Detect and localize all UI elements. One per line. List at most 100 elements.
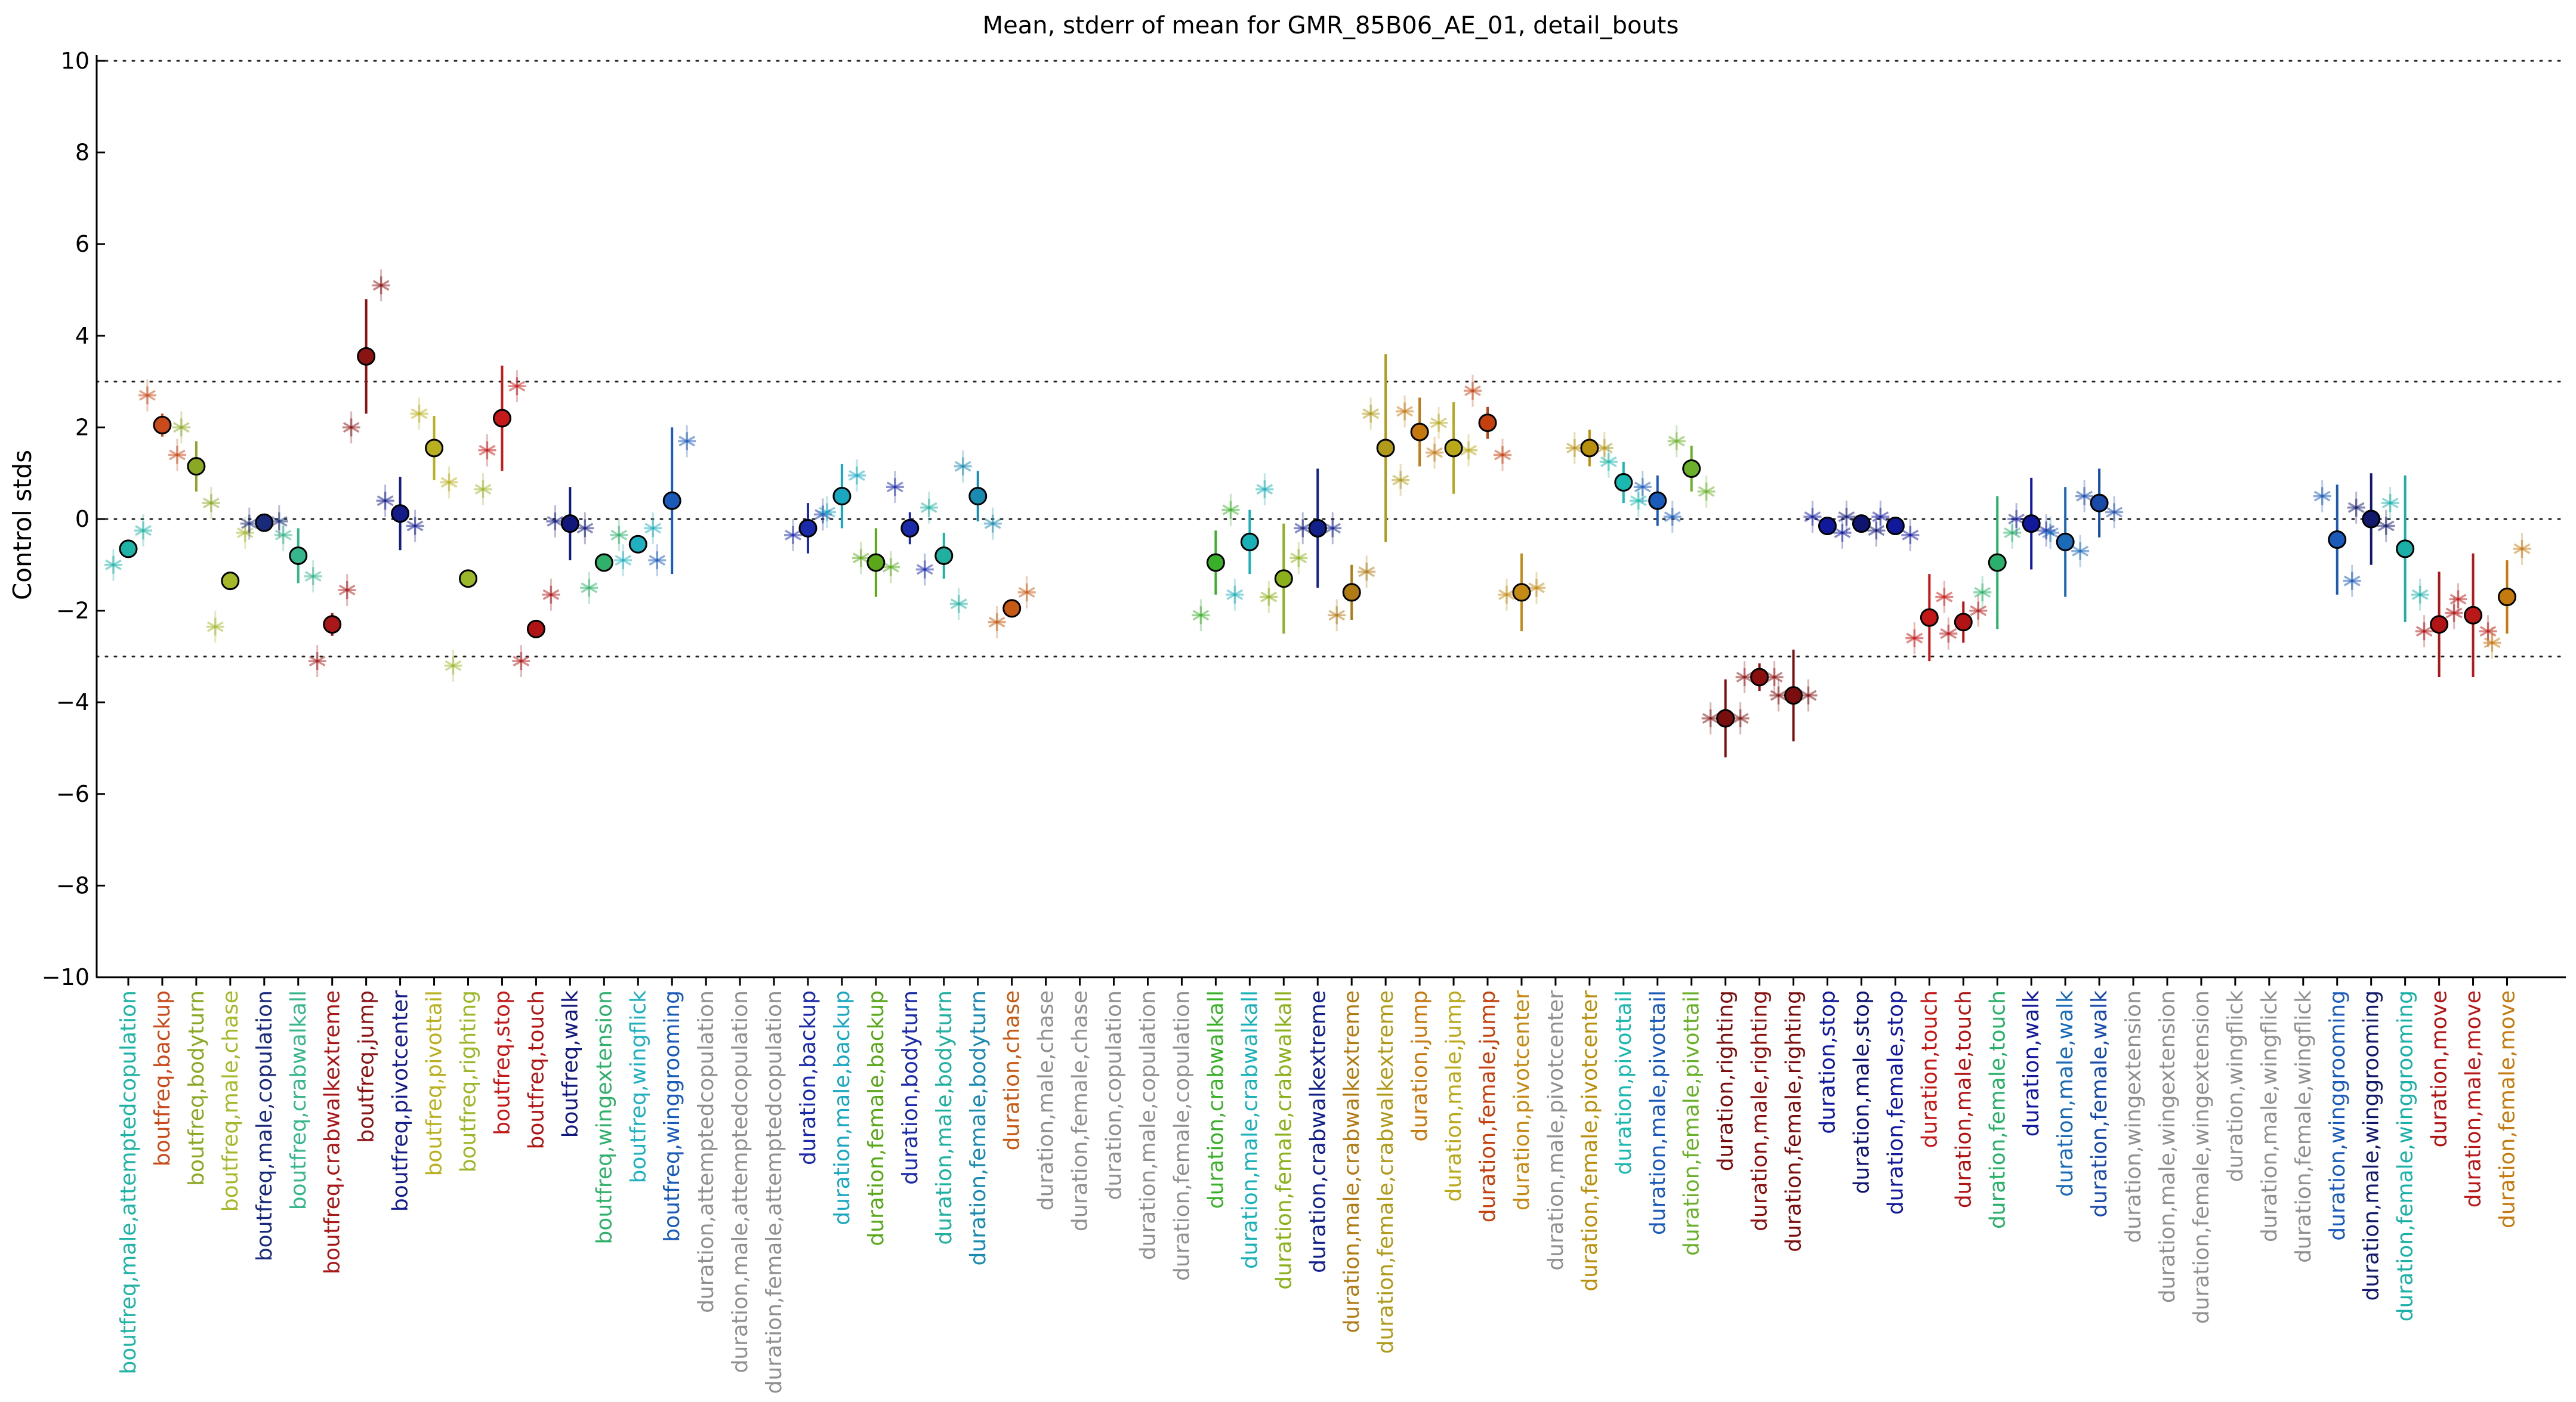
category-label: duration,male,move <box>2461 990 2486 1208</box>
subgroup-marker <box>304 567 322 585</box>
category-label: duration,female,wingflick <box>2291 990 2316 1263</box>
category-label: boutfreq,winggrooming <box>660 990 684 1242</box>
mean-point <box>221 572 240 591</box>
category-label: duration,male,walk <box>2053 990 2078 1197</box>
subgroup-marker <box>1255 480 1274 499</box>
subgroup-marker <box>2377 517 2395 535</box>
category-label: duration,female,pivotcenter <box>1578 990 1602 1292</box>
y-tick-label: −10 <box>42 964 90 990</box>
mean-point <box>832 487 852 506</box>
subgroup-marker <box>1392 471 1410 489</box>
category-label: duration,male,stop <box>1849 990 1874 1194</box>
category-label: boutfreq,backup <box>150 990 175 1166</box>
category-label: boutfreq,wingflick <box>626 990 650 1184</box>
subgroup-marker <box>1803 508 1822 526</box>
category-label: duration,male,wingextension <box>2155 990 2180 1303</box>
subgroup-marker <box>614 551 633 570</box>
category-label: boutfreq,righting <box>456 990 481 1172</box>
category-label: duration,wingflick <box>2223 990 2248 1182</box>
category-label: duration,male,backup <box>830 990 854 1225</box>
subgroup-marker <box>678 432 696 450</box>
subgroup-marker <box>274 526 292 544</box>
subgroup-marker <box>817 503 836 521</box>
category-label: duration,female,bodyturn <box>966 990 991 1265</box>
y-tick-label: 10 <box>61 48 90 74</box>
subgroup-marker <box>1935 588 1954 606</box>
category-label: boutfreq,stop <box>490 990 514 1135</box>
subgroup-marker <box>1426 443 1444 462</box>
category-label: duration,walk <box>2019 990 2044 1137</box>
subgroup-marker <box>104 555 122 574</box>
subgroup-marker <box>172 418 190 437</box>
y-tick-label: −4 <box>56 689 90 715</box>
mean-point <box>1206 553 1225 572</box>
category-label: boutfreq,jump <box>354 990 379 1143</box>
mean-point <box>459 569 477 588</box>
subgroup-marker <box>1289 549 1308 567</box>
category-label: boutfreq,touch <box>524 990 548 1150</box>
subgroup-marker <box>1969 601 1988 620</box>
mean-point <box>594 553 613 572</box>
mean-point <box>560 514 579 533</box>
subgroup-marker <box>1328 606 1346 625</box>
mean-point <box>1682 459 1701 478</box>
mean-point <box>187 457 206 476</box>
mean-point <box>1580 438 1599 458</box>
category-label: duration,crabwalkall <box>1204 990 1228 1209</box>
category-label: boutfreq,crabwalkall <box>286 990 311 1210</box>
subgroup-marker <box>1939 625 1958 643</box>
subgroup-marker <box>1599 453 1618 471</box>
subgroup-marker <box>644 519 662 538</box>
mean-point <box>2328 530 2347 549</box>
subgroup-marker <box>1358 563 1376 581</box>
subgroup-marker <box>2007 510 2026 528</box>
mean-point <box>1784 686 1803 705</box>
mean-point <box>1750 668 1769 687</box>
category-label: duration,male,bodyturn <box>932 990 957 1245</box>
subgroup-marker <box>1901 526 1920 544</box>
subgroup-marker <box>2313 487 2331 505</box>
subgroup-marker <box>1226 585 1244 604</box>
subgroup-marker <box>915 560 934 579</box>
subgroup-marker <box>410 404 428 423</box>
mean-point <box>1614 473 1633 492</box>
category-label: duration,female,jump <box>1476 990 1500 1222</box>
category-label: duration,female,crabwalkall <box>1272 990 1296 1290</box>
y-tick-label: −2 <box>56 598 90 624</box>
subgroup-marker <box>847 467 866 485</box>
subgroup-marker <box>1396 402 1414 421</box>
subgroup-marker <box>954 457 972 475</box>
category-label: duration,female,copulation <box>1170 990 1194 1281</box>
mean-point <box>1240 532 1259 551</box>
subgroup-marker <box>134 521 152 540</box>
mean-point <box>1852 514 1871 533</box>
mean-point <box>2464 606 2483 625</box>
subgroup-marker <box>372 276 390 295</box>
subgroup-marker <box>1697 482 1716 501</box>
category-label: duration,male,crabwalkall <box>1238 990 1262 1269</box>
category-label: duration,female,pivottail <box>1680 990 1704 1256</box>
category-label: duration,female,walk <box>2087 990 2112 1218</box>
category-label: duration,male,pivottail <box>1646 990 1670 1235</box>
subgroup-marker <box>406 517 424 535</box>
subgroup-marker <box>2513 539 2531 558</box>
category-label: boutfreq,wingextension <box>592 990 616 1244</box>
category-label: duration,male,attemptedcopulation <box>728 990 752 1373</box>
mean-point <box>1478 413 1497 433</box>
mean-point <box>1716 709 1735 728</box>
subgroup-marker <box>1362 404 1380 423</box>
category-label: duration,male,pivotcenter <box>1544 990 1568 1271</box>
category-label: duration,female,move <box>2495 990 2520 1228</box>
subgroup-marker <box>478 441 496 459</box>
subgroup-marker <box>1460 441 1478 459</box>
subgroup-marker <box>1663 508 1682 526</box>
category-label: duration,female,backup <box>864 990 889 1246</box>
category-label: boutfreq,male,attemptedcopulation <box>116 990 141 1375</box>
category-label: duration,backup <box>796 990 820 1165</box>
subgroup-marker <box>949 595 968 613</box>
subgroup-marker <box>168 446 186 464</box>
mean-point <box>866 553 886 572</box>
category-label: boutfreq,pivotcenter <box>388 990 413 1212</box>
subgroup-marker <box>1497 585 1516 604</box>
subgroup-marker <box>1430 413 1448 432</box>
